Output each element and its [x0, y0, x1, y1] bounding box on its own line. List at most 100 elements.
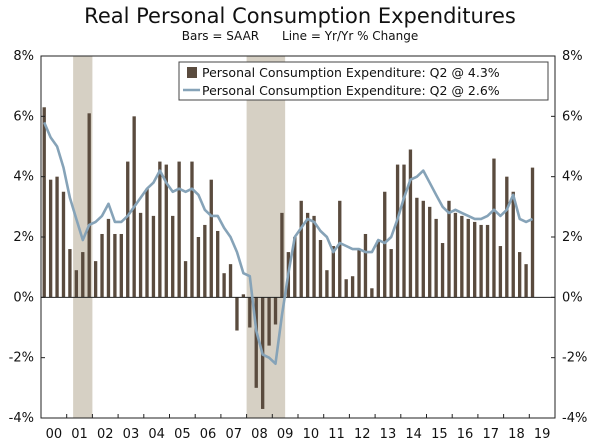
- bar: [209, 179, 213, 298]
- bar: [389, 249, 393, 298]
- x-tick-label: 06: [200, 427, 217, 442]
- x-tick-label: 05: [174, 427, 191, 442]
- bar: [48, 179, 53, 298]
- x-tick-label: 14: [405, 427, 422, 442]
- bar: [357, 249, 361, 298]
- bar: [190, 161, 194, 298]
- bar: [402, 164, 406, 298]
- bar: [511, 191, 515, 298]
- bar: [119, 233, 123, 298]
- x-tick-label: 16: [457, 427, 474, 442]
- x-tick-label: 04: [148, 427, 165, 442]
- bar: [318, 240, 323, 298]
- x-tick-label: 10: [303, 427, 320, 442]
- y-tick-label-left: -2%: [9, 351, 34, 366]
- bar: [222, 273, 226, 298]
- bar: [479, 224, 483, 298]
- bar: [434, 218, 438, 298]
- bar: [530, 167, 535, 298]
- bar: [235, 297, 239, 331]
- bar: [517, 252, 522, 298]
- x-tick-label: 09: [277, 427, 294, 442]
- y-tick-label-left: -4%: [9, 411, 34, 426]
- bar: [312, 215, 316, 298]
- bar: [505, 176, 509, 298]
- bar: [305, 212, 310, 298]
- y-tick-label-right: 8%: [562, 49, 583, 64]
- x-tick-label: 03: [123, 427, 140, 442]
- series-line: [43, 121, 534, 366]
- legend-label-line: Personal Consumption Expenditure: Q2 @ 2…: [202, 83, 500, 98]
- chart-subtitle: Bars = SAAR Line = Yr/Yr % Change: [181, 29, 419, 43]
- bar: [421, 200, 425, 298]
- bar: [428, 206, 432, 298]
- y-tick-label-right: 6%: [562, 109, 583, 124]
- bar: [216, 230, 220, 298]
- x-tick-label: 13: [380, 427, 397, 442]
- legend-box: [178, 61, 549, 101]
- bar: [293, 237, 297, 298]
- bar: [338, 200, 342, 298]
- bar: [440, 243, 445, 298]
- bar: [408, 149, 413, 298]
- y-tick-label-left: 8%: [13, 49, 34, 64]
- x-tick-label: 07: [225, 427, 242, 442]
- bar: [74, 270, 79, 298]
- bar: [453, 212, 458, 298]
- bar: [248, 297, 252, 328]
- bar: [363, 233, 368, 298]
- bar: [460, 215, 464, 298]
- bar: [42, 107, 46, 298]
- y-tick-label-left: 2%: [13, 230, 34, 245]
- bar: [280, 212, 284, 298]
- bar: [93, 261, 98, 298]
- y-tick-label-left: 0%: [13, 290, 34, 305]
- bar: [299, 200, 303, 298]
- chart-title: Real Personal Consumption Expenditures: [84, 4, 516, 28]
- y-tick-label-right: 2%: [562, 230, 583, 245]
- bar: [273, 297, 278, 325]
- bar: [383, 191, 387, 298]
- x-tick-label: 15: [431, 427, 448, 442]
- bar: [485, 224, 490, 298]
- bar: [177, 161, 181, 298]
- bar: [145, 188, 149, 298]
- bar: [113, 233, 117, 298]
- y-tick-label-right: 4%: [562, 170, 583, 185]
- x-tick-label: 02: [97, 427, 114, 442]
- x-tick-label: 01: [71, 427, 88, 442]
- bar: [151, 215, 156, 298]
- bar: [61, 191, 66, 298]
- y-tick-label-right: -2%: [562, 351, 587, 366]
- bar: [196, 237, 201, 298]
- x-tick-label: 18: [508, 427, 525, 442]
- legend-label-bars: Personal Consumption Expenditure: Q2 @ 4…: [202, 65, 500, 80]
- bar: [395, 164, 400, 298]
- bar: [498, 246, 503, 298]
- bar: [100, 233, 104, 298]
- bar: [415, 197, 419, 298]
- x-tick-label: 12: [354, 427, 371, 442]
- bar: [524, 264, 528, 298]
- legend-bar-swatch: [187, 67, 197, 78]
- bar: [466, 218, 470, 298]
- bar: [55, 176, 59, 298]
- bar: [370, 288, 374, 298]
- x-tick-label: 08: [251, 427, 268, 442]
- bar: [267, 297, 271, 346]
- x-tick-label: 00: [46, 427, 63, 442]
- bar: [350, 276, 355, 298]
- bar: [138, 212, 143, 298]
- x-tick-label: 17: [482, 427, 499, 442]
- y-tick-label-left: 4%: [13, 170, 34, 185]
- x-tick-label: 11: [328, 427, 345, 442]
- bar: [81, 252, 85, 298]
- bar: [241, 294, 246, 298]
- bar: [492, 158, 496, 298]
- bar: [331, 246, 336, 298]
- recession-band: [246, 56, 286, 418]
- bar: [87, 113, 91, 298]
- bar: [158, 161, 162, 298]
- bar: [106, 218, 111, 298]
